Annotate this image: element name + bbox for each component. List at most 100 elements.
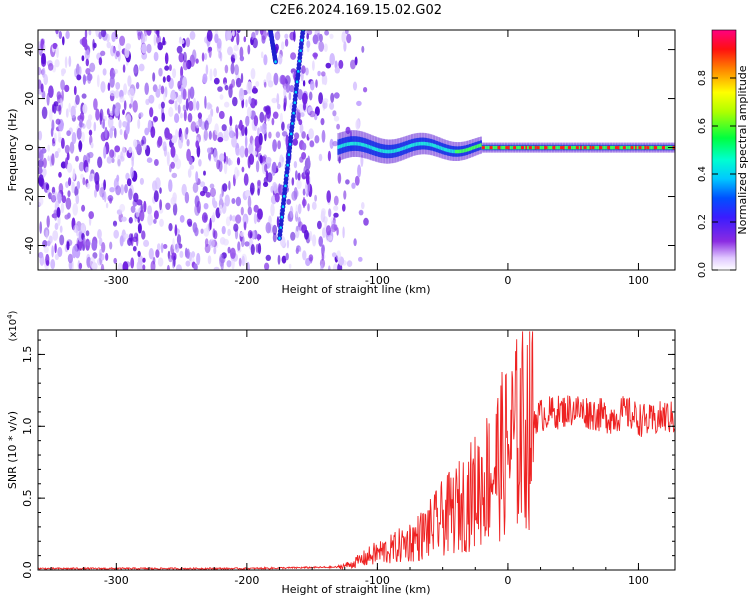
heatmap-cell <box>494 145 497 150</box>
heatmap-cell <box>318 153 323 162</box>
heatmap-cell <box>384 149 387 154</box>
heatmap-cell <box>60 79 65 91</box>
heatmap-cell <box>162 76 166 83</box>
colorbar-label: Normalized spectral amplitude <box>736 65 749 234</box>
heatmap-cell <box>185 260 191 267</box>
heatmap-cell <box>165 202 171 210</box>
heatmap-cell <box>261 30 267 41</box>
heatmap-cell <box>306 33 310 40</box>
heatmap-cell <box>255 81 260 87</box>
heatmap-cell <box>105 202 109 209</box>
heatmap-cell <box>417 142 420 146</box>
heatmap-cell <box>168 223 173 232</box>
snr-multiplier: (x104) <box>6 310 19 341</box>
heatmap-cell <box>238 257 242 267</box>
heatmap-cell <box>308 254 314 262</box>
heatmap-cell <box>141 230 146 240</box>
heatmap-cell <box>462 149 465 153</box>
heatmap-cell <box>203 203 209 210</box>
y-tick-label: 0.0 <box>21 561 34 579</box>
heatmap-cell <box>320 118 325 126</box>
heatmap-cell <box>560 146 564 150</box>
heatmap-cell <box>65 30 70 40</box>
heatmap-cell <box>283 194 286 199</box>
heatmap-cell <box>241 124 245 137</box>
heatmap-cell <box>521 146 524 150</box>
heatmap-cell <box>231 215 237 222</box>
heatmap-cell <box>333 205 339 211</box>
heatmap-cell <box>137 250 141 257</box>
heatmap-cell <box>194 227 199 237</box>
heatmap-cell <box>155 88 161 98</box>
heatmap-cell <box>137 31 141 41</box>
heatmap-cell <box>226 30 233 41</box>
heatmap-cell <box>174 100 178 111</box>
heatmap-cell <box>97 156 103 169</box>
heatmap-cell <box>293 161 298 169</box>
heatmap-cell <box>327 150 331 162</box>
heatmap-cell <box>339 144 341 149</box>
heatmap-cell <box>309 110 316 118</box>
heatmap-cell <box>201 212 208 223</box>
heatmap-cell <box>248 96 252 105</box>
heatmap-cell <box>271 117 275 126</box>
heatmap-cell <box>473 145 476 150</box>
heatmap-cell <box>80 222 86 233</box>
heatmap-cell <box>320 263 324 270</box>
heatmap-cell <box>415 142 418 146</box>
heatmap-cell <box>321 71 326 77</box>
heatmap-cell <box>302 142 307 151</box>
heatmap-cell <box>105 252 109 261</box>
heatmap-cell <box>312 60 315 71</box>
heatmap-cell <box>133 139 138 148</box>
heatmap-cell <box>124 184 128 194</box>
heatmap-cell <box>221 225 226 235</box>
heatmap-cell <box>127 119 130 128</box>
y-tick-label: -40 <box>23 237 36 255</box>
heatmap-cell <box>234 53 238 60</box>
heatmap-cell <box>257 233 260 241</box>
heatmap-cell <box>121 216 127 222</box>
heatmap-cell <box>45 229 49 239</box>
heatmap-cell <box>70 105 76 119</box>
heatmap-cell <box>293 30 296 42</box>
heatmap-cell <box>86 182 91 190</box>
heatmap-cell <box>329 102 335 110</box>
heatmap-cell <box>68 102 71 113</box>
heatmap-cell <box>153 51 159 62</box>
heatmap-cell <box>428 142 431 147</box>
heatmap-cell <box>148 94 155 104</box>
heatmap-cell <box>293 187 298 200</box>
heatmap-cell <box>146 30 152 36</box>
figure-title: C2E6.2024.169.15.02.G02 <box>270 3 442 18</box>
heatmap-cell <box>241 253 248 266</box>
heatmap-cell <box>200 228 204 234</box>
heatmap-cell <box>243 221 247 231</box>
heatmap-cell <box>67 212 71 219</box>
heatmap-cell <box>284 38 289 47</box>
heatmap-cell <box>224 84 229 91</box>
heatmap-cell <box>516 145 518 150</box>
heatmap-cell <box>42 168 47 177</box>
heatmap-cell <box>501 145 504 150</box>
heatmap-cell <box>76 180 81 190</box>
heatmap-cell <box>581 145 584 150</box>
heatmap-cell <box>295 170 298 181</box>
heatmap-cell <box>113 257 117 264</box>
heatmap-cell <box>246 106 252 119</box>
heatmap-cell <box>46 215 50 228</box>
heatmap-cell <box>239 145 246 158</box>
heatmap-cell <box>207 114 213 124</box>
heatmap-cell <box>329 53 336 66</box>
heatmap-cell <box>578 145 581 150</box>
heatmap-cell <box>345 179 350 185</box>
heatmap-cell <box>147 213 154 226</box>
heatmap-cell <box>247 206 252 216</box>
heatmap-cell <box>178 39 185 45</box>
heatmap-cell <box>495 145 498 150</box>
heatmap-cell <box>298 246 302 252</box>
heatmap-cell <box>666 145 669 150</box>
heatmap-cell <box>638 146 642 150</box>
heatmap-cell <box>505 146 509 150</box>
